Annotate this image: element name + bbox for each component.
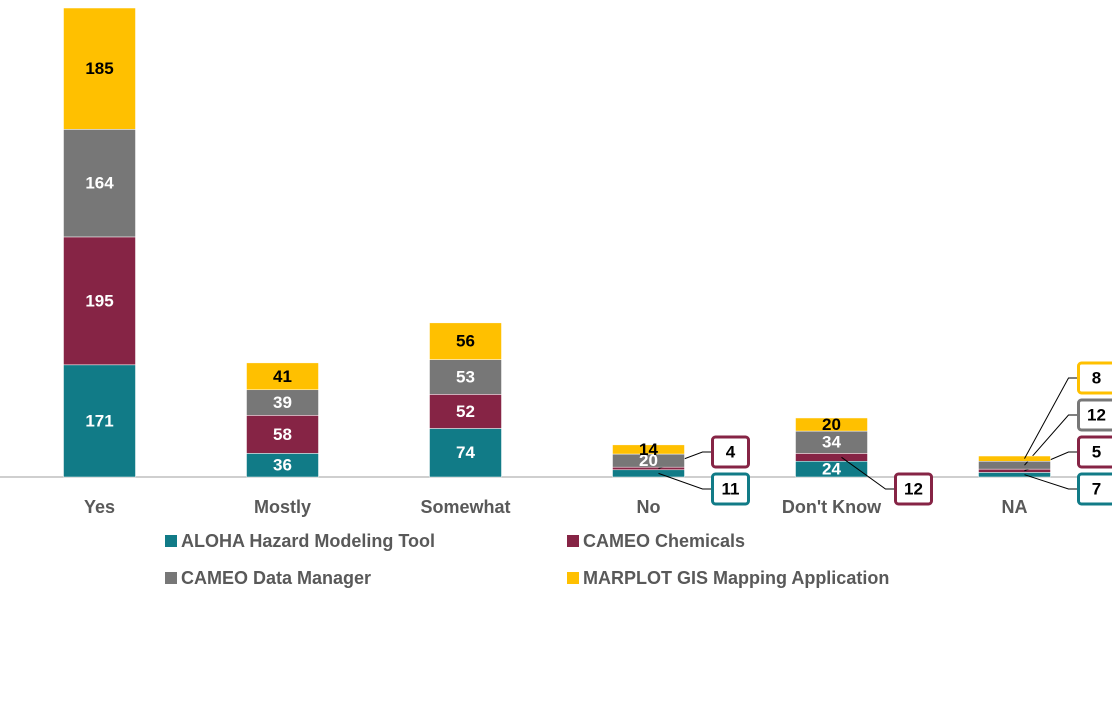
bar-segment — [978, 468, 1051, 473]
legend-swatch — [567, 535, 579, 547]
data-label: 58 — [273, 425, 292, 444]
legend-label: MARPLOT GIS Mapping Application — [583, 568, 889, 588]
bar-segment — [63, 364, 136, 478]
leader-line — [1024, 474, 1079, 490]
bar-segment — [429, 322, 502, 360]
bar-segment — [63, 7, 136, 130]
data-label: 24 — [822, 460, 841, 479]
data-label: 36 — [273, 456, 292, 475]
bar-segment — [795, 417, 868, 432]
legend-swatch — [165, 572, 177, 584]
data-label: 7 — [1092, 479, 1101, 498]
leader-line — [658, 472, 713, 490]
bar-segment — [978, 472, 1051, 478]
callout-box — [894, 472, 933, 506]
bar-segment — [63, 129, 136, 238]
legend-label: ALOHA Hazard Modeling Tool — [181, 531, 435, 551]
callout-box — [1077, 361, 1112, 395]
data-label: 52 — [456, 402, 475, 421]
bar-segment — [978, 461, 1051, 470]
leader-line — [841, 456, 896, 490]
data-label: 171 — [85, 411, 113, 430]
leader-line — [1024, 414, 1079, 466]
data-label: 185 — [85, 59, 113, 78]
x-tick-label: No — [637, 497, 661, 517]
bar-segment — [63, 236, 136, 366]
bar-segment — [429, 428, 502, 478]
bar-segment — [246, 389, 319, 416]
data-label: 39 — [273, 393, 292, 412]
data-label: 53 — [456, 367, 475, 386]
bar-segment — [795, 453, 868, 462]
data-label: 164 — [85, 174, 114, 193]
data-label: 4 — [726, 442, 736, 461]
legend-swatch — [165, 535, 177, 547]
bar-segment — [612, 444, 685, 455]
legend-label: CAMEO Data Manager — [181, 568, 371, 588]
bar-segment — [246, 362, 319, 391]
data-label: 12 — [1087, 405, 1106, 424]
data-label: 20 — [639, 451, 658, 470]
data-label: 5 — [1092, 442, 1101, 461]
data-label: 12 — [904, 479, 923, 498]
x-tick-label: Yes — [84, 497, 115, 517]
callout-box — [1077, 398, 1112, 432]
x-tick-label: NA — [1002, 497, 1028, 517]
leader-line — [1024, 377, 1079, 459]
bar-segment — [246, 415, 319, 454]
callout-box — [711, 472, 750, 506]
data-label: 41 — [273, 367, 292, 386]
x-tick-label: Somewhat — [420, 497, 510, 517]
x-tick-label: Don't Know — [782, 497, 882, 517]
bar-segment — [612, 469, 685, 478]
legend-swatch — [567, 572, 579, 584]
data-label: 11 — [722, 479, 740, 498]
legend-label: CAMEO Chemicals — [583, 531, 745, 551]
callout-box — [711, 435, 750, 469]
bar-segment — [978, 455, 1051, 462]
callout-box — [1077, 472, 1112, 506]
data-label: 20 — [822, 415, 841, 434]
callout-box — [1077, 435, 1112, 469]
data-label: 14 — [639, 440, 658, 459]
data-label: 8 — [1092, 368, 1101, 387]
bar-segment — [429, 394, 502, 429]
data-label: 195 — [85, 291, 113, 310]
x-tick-label: Mostly — [254, 497, 311, 517]
data-label: 34 — [822, 433, 841, 452]
data-label: 74 — [456, 443, 475, 462]
data-label: 56 — [456, 332, 475, 351]
